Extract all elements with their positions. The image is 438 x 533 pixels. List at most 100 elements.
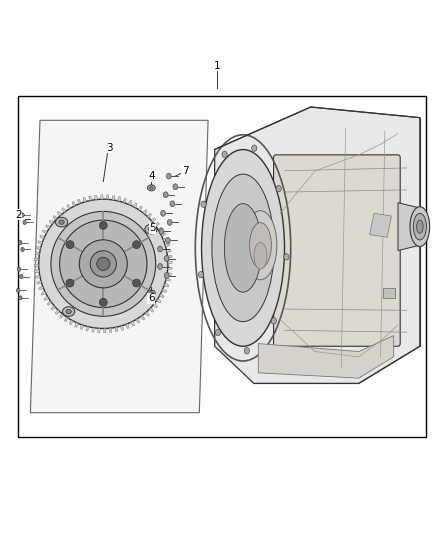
- Polygon shape: [163, 238, 168, 242]
- Ellipse shape: [201, 150, 285, 346]
- Polygon shape: [41, 291, 46, 295]
- Ellipse shape: [222, 151, 227, 157]
- Polygon shape: [46, 225, 50, 229]
- Circle shape: [18, 240, 22, 245]
- Ellipse shape: [254, 243, 267, 269]
- Ellipse shape: [63, 307, 75, 317]
- Circle shape: [166, 173, 171, 179]
- Circle shape: [164, 256, 169, 262]
- Polygon shape: [55, 310, 60, 314]
- Ellipse shape: [51, 212, 155, 316]
- Bar: [383, 288, 395, 298]
- Polygon shape: [57, 212, 62, 216]
- Ellipse shape: [271, 318, 276, 324]
- Circle shape: [167, 220, 172, 225]
- Polygon shape: [165, 244, 170, 247]
- Polygon shape: [64, 317, 69, 322]
- Ellipse shape: [224, 204, 261, 292]
- Ellipse shape: [201, 201, 206, 207]
- Ellipse shape: [97, 257, 110, 270]
- Text: 1: 1: [213, 61, 220, 70]
- Polygon shape: [60, 313, 64, 318]
- Ellipse shape: [410, 207, 430, 247]
- Polygon shape: [78, 199, 81, 204]
- Polygon shape: [67, 204, 71, 209]
- Text: 3: 3: [106, 143, 112, 153]
- Circle shape: [173, 184, 178, 190]
- Polygon shape: [53, 215, 58, 220]
- Polygon shape: [39, 286, 44, 290]
- Polygon shape: [136, 318, 140, 324]
- Ellipse shape: [148, 290, 155, 296]
- Ellipse shape: [66, 309, 71, 314]
- Text: 6: 6: [148, 293, 155, 303]
- Circle shape: [163, 192, 168, 198]
- Ellipse shape: [417, 220, 423, 233]
- Polygon shape: [120, 326, 124, 330]
- Polygon shape: [44, 296, 49, 301]
- Polygon shape: [83, 197, 87, 202]
- Polygon shape: [89, 196, 92, 201]
- Ellipse shape: [60, 220, 147, 308]
- Ellipse shape: [145, 224, 157, 234]
- Polygon shape: [162, 288, 167, 293]
- Polygon shape: [151, 217, 156, 222]
- Polygon shape: [62, 208, 66, 213]
- Circle shape: [166, 238, 170, 244]
- Polygon shape: [166, 278, 170, 281]
- Polygon shape: [114, 327, 118, 332]
- Polygon shape: [164, 283, 169, 287]
- Ellipse shape: [148, 185, 155, 191]
- Ellipse shape: [244, 348, 249, 354]
- Polygon shape: [86, 326, 89, 331]
- Polygon shape: [37, 280, 42, 284]
- Ellipse shape: [150, 187, 153, 189]
- Circle shape: [170, 201, 175, 207]
- Ellipse shape: [244, 211, 277, 280]
- Polygon shape: [370, 213, 392, 237]
- Bar: [18, 96, 426, 437]
- Circle shape: [21, 213, 24, 217]
- Polygon shape: [98, 328, 100, 333]
- Polygon shape: [36, 247, 41, 250]
- Circle shape: [159, 229, 164, 235]
- Polygon shape: [35, 253, 40, 255]
- Polygon shape: [75, 322, 78, 327]
- Polygon shape: [168, 261, 172, 264]
- Circle shape: [161, 211, 166, 216]
- Polygon shape: [167, 255, 172, 258]
- Polygon shape: [103, 328, 106, 333]
- Ellipse shape: [99, 222, 107, 229]
- Polygon shape: [125, 324, 129, 328]
- Polygon shape: [34, 264, 39, 266]
- Polygon shape: [100, 195, 103, 199]
- Polygon shape: [106, 195, 109, 199]
- Polygon shape: [38, 241, 42, 245]
- Ellipse shape: [413, 213, 426, 240]
- Ellipse shape: [150, 292, 153, 294]
- Polygon shape: [80, 325, 84, 329]
- Polygon shape: [149, 308, 154, 312]
- Ellipse shape: [148, 227, 154, 231]
- Circle shape: [158, 264, 162, 269]
- Ellipse shape: [252, 145, 257, 151]
- Text: 5: 5: [149, 223, 156, 233]
- Polygon shape: [143, 209, 147, 214]
- Polygon shape: [49, 220, 54, 224]
- Polygon shape: [109, 328, 112, 333]
- Circle shape: [18, 296, 22, 300]
- Polygon shape: [398, 203, 420, 251]
- Polygon shape: [215, 107, 420, 383]
- Ellipse shape: [56, 217, 68, 227]
- Polygon shape: [117, 197, 120, 201]
- Polygon shape: [158, 227, 163, 231]
- Polygon shape: [145, 311, 149, 316]
- Polygon shape: [161, 232, 166, 237]
- Text: 4: 4: [148, 171, 155, 181]
- Polygon shape: [123, 198, 126, 203]
- Polygon shape: [92, 327, 95, 332]
- Polygon shape: [156, 298, 161, 303]
- Polygon shape: [159, 294, 164, 298]
- Polygon shape: [167, 272, 172, 275]
- Ellipse shape: [250, 223, 272, 268]
